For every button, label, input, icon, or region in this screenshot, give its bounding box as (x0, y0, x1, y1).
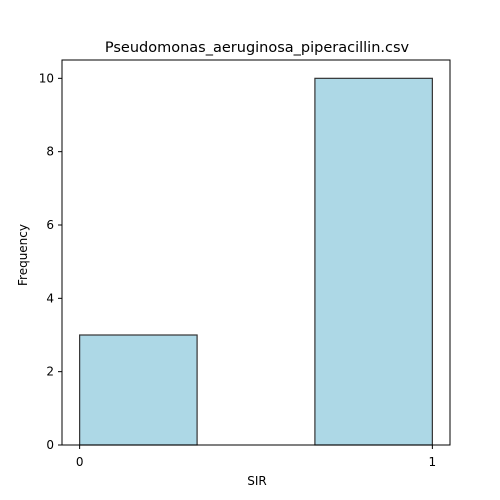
plot-frame (61, 59, 451, 446)
x-tick-label: 1 (429, 455, 437, 469)
x-axis-label: SIR (247, 474, 267, 488)
y-axis-label: Frequency (16, 224, 30, 286)
y-tick-label: 8 (46, 145, 54, 159)
x-tick-label: 0 (76, 455, 84, 469)
y-tick-label: 6 (46, 218, 54, 232)
histogram-bar-2 (314, 77, 433, 446)
y-tick-label: 2 (46, 365, 54, 379)
plot-area (79, 77, 433, 446)
y-tick-label: 10 (39, 71, 54, 85)
chart-title: Pseudomonas_aeruginosa_piperacillin.csv (105, 40, 410, 56)
y-tick-label: 4 (46, 291, 54, 305)
y-axis: 0 2 4 6 8 10 (39, 71, 62, 452)
histogram-bar-0 (79, 334, 198, 446)
y-tick-label: 0 (46, 438, 54, 452)
